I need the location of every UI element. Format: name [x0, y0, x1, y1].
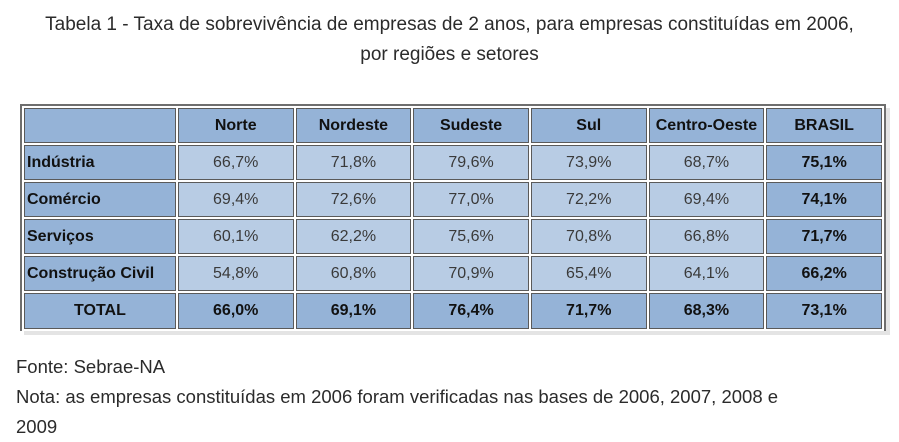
table-row-industria: Indústria 66,7% 71,8% 79,6% 73,9% 68,7% …: [24, 145, 882, 180]
table-cell: 69,4%: [177, 182, 294, 217]
row-label: Indústria: [24, 145, 176, 180]
column-header-sul: Sul: [530, 108, 647, 143]
total-cell-brasil: 73,1%: [766, 293, 882, 329]
survival-rate-table: Norte Nordeste Sudeste Sul Centro-Oeste …: [22, 106, 884, 331]
column-header-brasil: BRASIL: [766, 108, 882, 143]
table-cell: 79,6%: [413, 145, 529, 180]
table-cell: 72,6%: [295, 182, 412, 217]
total-cell: 68,3%: [648, 293, 765, 329]
total-cell: 66,0%: [177, 293, 294, 329]
note-line-2: 2009: [16, 416, 58, 437]
table-cell: 62,2%: [295, 219, 412, 254]
survival-rate-table-frame: Norte Nordeste Sudeste Sul Centro-Oeste …: [20, 104, 886, 331]
total-label: TOTAL: [24, 293, 176, 329]
table-cell-brasil: 75,1%: [766, 145, 882, 180]
table-cell: 66,7%: [177, 145, 294, 180]
table-row-total: TOTAL 66,0% 69,1% 76,4% 71,7% 68,3% 73,1…: [24, 293, 882, 329]
table-cell: 65,4%: [530, 256, 647, 291]
table-cell: 75,6%: [413, 219, 529, 254]
column-header-nordeste: Nordeste: [295, 108, 412, 143]
table-cell: 64,1%: [648, 256, 765, 291]
row-label: Construção Civil: [24, 256, 176, 291]
table-cell-brasil: 71,7%: [766, 219, 882, 254]
row-label: Comércio: [24, 182, 176, 217]
column-header-sudeste: Sudeste: [413, 108, 529, 143]
table-header-row: Norte Nordeste Sudeste Sul Centro-Oeste …: [24, 108, 882, 143]
table-title-line-2: por regiões e setores: [360, 44, 539, 65]
table-cell: 69,4%: [648, 182, 765, 217]
row-label: Serviços: [24, 219, 176, 254]
source-note: Fonte: Sebrae-NA: [16, 356, 166, 377]
table-cell-brasil: 66,2%: [766, 256, 882, 291]
table-row-comercio: Comércio 69,4% 72,6% 77,0% 72,2% 69,4% 7…: [24, 182, 882, 217]
table-cell: 73,9%: [530, 145, 647, 180]
table-row-construcao-civil: Construção Civil 54,8% 60,8% 70,9% 65,4%…: [24, 256, 882, 291]
total-cell: 76,4%: [413, 293, 529, 329]
column-header-centro-oeste: Centro-Oeste: [648, 108, 765, 143]
table-cell: 71,8%: [295, 145, 412, 180]
table-cell: 60,8%: [295, 256, 412, 291]
column-header-norte: Norte: [177, 108, 294, 143]
table-title-line-1: Tabela 1 - Taxa de sobrevivência de empr…: [45, 14, 854, 35]
table-cell: 72,2%: [530, 182, 647, 217]
table-cell: 60,1%: [177, 219, 294, 254]
table-cell: 54,8%: [177, 256, 294, 291]
table-footer: Fonte: Sebrae-NA Nota: as empresas const…: [16, 352, 778, 442]
table-cell: 70,9%: [413, 256, 529, 291]
table-row-servicos: Serviços 60,1% 62,2% 75,6% 70,8% 66,8% 7…: [24, 219, 882, 254]
table-cell: 66,8%: [648, 219, 765, 254]
table-title: Tabela 1 - Taxa de sobrevivência de empr…: [0, 10, 899, 70]
note-line-1: Nota: as empresas constituídas em 2006 f…: [16, 386, 779, 407]
table-cell: 70,8%: [530, 219, 647, 254]
table-cell: 77,0%: [413, 182, 529, 217]
header-corner-cell: [24, 108, 176, 143]
table-cell-brasil: 74,1%: [766, 182, 882, 217]
table-cell: 68,7%: [648, 145, 765, 180]
total-cell: 69,1%: [295, 293, 412, 329]
total-cell: 71,7%: [530, 293, 647, 329]
